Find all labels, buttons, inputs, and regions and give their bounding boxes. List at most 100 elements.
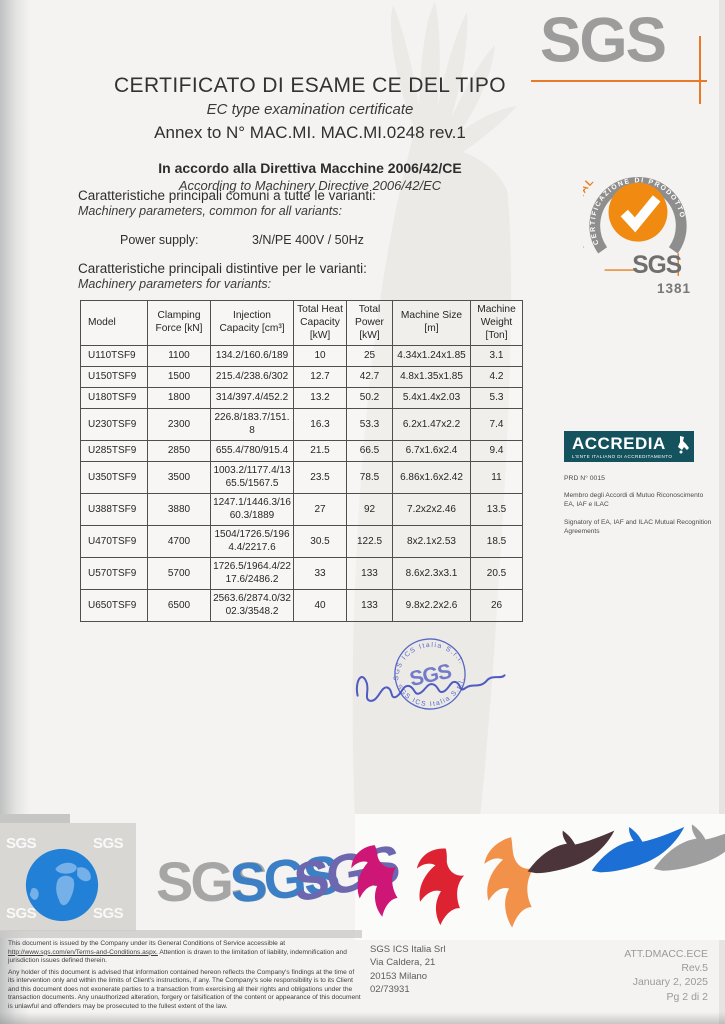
sgs-watermark: SGS <box>93 835 124 852</box>
cell: 3500 <box>147 461 211 495</box>
annex-line: Annex to N° MAC.MI. MAC.MI.0248 rev.1 <box>154 123 466 142</box>
accredia-logo: ACCREDIA L'ENTE ITALIANO DI ACCREDITAMEN… <box>564 431 694 462</box>
column-header-heat-capacity: Total Heat Capacity [kW] <box>293 299 347 347</box>
cell: 314/397.4/452.2 <box>210 387 294 410</box>
band-gray-strip <box>0 814 70 824</box>
checkmark-icon <box>620 195 661 233</box>
machine-variants-table: Model Clamping Force [kN] Injection Capa… <box>80 299 523 623</box>
globe-icon <box>25 848 99 922</box>
power-supply-value: 3/N/PE 400V / 50Hz <box>252 233 364 247</box>
directive-italian: In accordo alla Direttiva Macchine 2006/… <box>158 160 462 176</box>
cell-model: U150TSF9 <box>80 366 148 389</box>
bird-icon-brown <box>527 830 615 874</box>
cell-model: U570TSF9 <box>80 557 148 591</box>
accredia-membership-it: Membro degli Accordi di Mutuo Riconoscim… <box>564 492 704 508</box>
page-subtitle: EC type examination certificate <box>206 101 414 118</box>
cell: 6.86x1.6x2.42 <box>392 461 471 495</box>
table-row: U470TSF9 4700 1504/1726.5/1964.4/2217.6 … <box>80 525 523 559</box>
cell: 5.3 <box>470 387 523 410</box>
cell: 226.8/183.7/151.8 <box>210 408 294 442</box>
globe-panel: SGS SGS SGS SGS <box>0 823 136 931</box>
badge-number: 1381 <box>656 281 691 296</box>
common-params-heading-en: Machinery parameters, common for all var… <box>78 204 342 218</box>
badge-sgs-text: SGS <box>632 252 682 279</box>
cell-model: U350TSF9 <box>80 461 148 495</box>
common-params-heading-it: Caratteristiche principali comuni a tutt… <box>78 188 376 203</box>
cell: 1726.5/1964.4/2217.6/2486.2 <box>210 557 294 591</box>
certification-badge-icon: CERTIFICAZIONE DI PRODOTTO INDUSTRIAL SG… <box>569 176 687 279</box>
cell: 1800 <box>147 387 211 410</box>
cell: 9.8x2.2x2.6 <box>392 589 471 623</box>
cell-model: U285TSF9 <box>80 440 148 463</box>
bird-icon-orange <box>484 837 534 928</box>
cell: 4.34x1.24x1.85 <box>392 345 471 368</box>
cell: 1504/1726.5/1964.4/2217.6 <box>210 525 294 559</box>
cell: 134.2/160.6/189 <box>210 345 294 368</box>
cell: 122.5 <box>346 525 393 559</box>
cell-model: U110TSF9 <box>80 345 148 368</box>
accredia-name: ACCREDIA <box>572 434 666 453</box>
cell: 10 <box>293 345 347 368</box>
column-header-model: Model <box>80 299 148 347</box>
cell: 53.3 <box>346 408 393 442</box>
column-header-machine-size: Machine Size [m] <box>392 299 471 347</box>
legal-paragraph-2: Any holder of this document is advised t… <box>8 968 361 1010</box>
cell: 42.7 <box>346 366 393 389</box>
cell: 7.4 <box>470 408 523 442</box>
table-row: U180TSF9 1800 314/397.4/452.2 13.2 50.2 … <box>80 387 523 410</box>
cell-model: U650TSF9 <box>80 589 148 623</box>
variant-params-heading-it: Caratteristiche principali distintive pe… <box>78 261 367 276</box>
cell: 20.5 <box>470 557 523 591</box>
bird-icon-magenta <box>351 845 398 917</box>
document-reference-block: ATT.DMACC.ECE Rev.5 January 2, 2025 Pg 2… <box>540 947 708 1004</box>
cell: 215.4/238.6/302 <box>210 366 294 389</box>
column-header-total-power: Total Power [kW] <box>346 299 393 347</box>
terms-link[interactable]: http://www.sgs.com/en/Terms-and-Conditio… <box>8 948 158 956</box>
column-header-machine-weight: Machine Weight [Ton] <box>470 299 523 347</box>
bird-icon-blue <box>591 826 685 873</box>
company-street: Via Caldera, 21 <box>370 957 436 969</box>
power-supply-label: Power supply: <box>120 233 199 247</box>
cell: 655.4/780/915.4 <box>210 440 294 463</box>
page-title: CERTIFICATO DI ESAME CE DEL TIPO <box>113 74 507 97</box>
cell: 11 <box>470 461 523 495</box>
cell: 3.1 <box>470 345 523 368</box>
document-reference: ATT.DMACC.ECE <box>624 948 708 960</box>
cell: 1100 <box>147 345 211 368</box>
sgs-bird-band: SGS SGS SGS SGS SGS SGS SGS <box>0 814 725 940</box>
company-stamp: SGS ICS Italia S.r.l. SGS ICS Italia S.r… <box>382 626 492 731</box>
header-block: CERTIFICATO DI ESAME CE DEL TIPO EC type… <box>70 74 550 193</box>
cell: 6.2x1.47x2.2 <box>392 408 471 442</box>
badge-circle <box>608 182 668 242</box>
cell: 133 <box>346 589 393 623</box>
cell: 7.2x2x2.46 <box>392 493 471 527</box>
table-row: U150TSF9 1500 215.4/238.6/302 12.7 42.7 … <box>80 366 523 389</box>
page-number: Pg 2 di 2 <box>666 990 708 1003</box>
sgs-watermark: SGS <box>6 905 37 922</box>
cell: 6500 <box>147 589 211 623</box>
cell: 8x2.1x2.53 <box>392 525 471 559</box>
cell: 23.5 <box>293 461 347 495</box>
table-row: U388TSF9 3880 1247.1/1446.3/1660.3/1889 … <box>80 493 523 527</box>
signature <box>355 674 506 702</box>
sgs-morph-gray: SGS <box>156 850 268 913</box>
cell: 5.4x1.4x2.03 <box>392 387 471 410</box>
table-row: U110TSF9 1100 134.2/160.6/189 10 25 4.34… <box>80 345 523 368</box>
company-city: 20153 Milano <box>370 970 428 982</box>
cell: 27 <box>293 493 347 527</box>
band-background <box>355 814 725 940</box>
cell: 8.6x2.3x3.1 <box>392 557 471 591</box>
bird-icon-red <box>416 848 465 926</box>
cell: 78.5 <box>346 461 393 495</box>
cell: 26 <box>470 589 523 623</box>
accredia-prd-number: PRD N° 0015 <box>564 475 605 482</box>
cell: 3880 <box>147 493 211 527</box>
table-row: U285TSF9 2850 655.4/780/915.4 21.5 66.5 … <box>80 440 523 463</box>
company-phone: 02/73931 <box>370 983 410 995</box>
table-row: U230TSF9 2300 226.8/183.7/151.8 16.3 53.… <box>80 408 523 442</box>
crosshair-line-horizontal <box>531 80 707 82</box>
cell-model: U180TSF9 <box>80 387 148 410</box>
cell-model: U230TSF9 <box>80 408 148 442</box>
sgs-watermark: SGS <box>6 835 37 852</box>
